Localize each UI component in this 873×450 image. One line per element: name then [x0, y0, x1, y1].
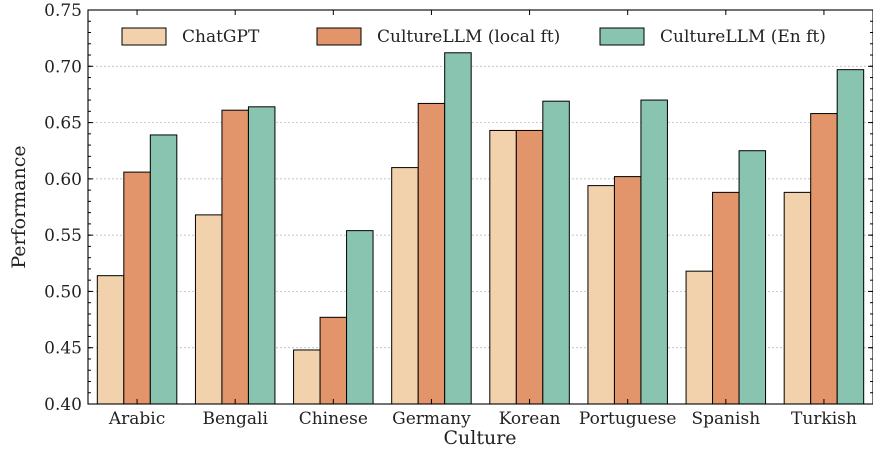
- bar-bengali-series-1: [194, 214, 223, 405]
- bar-portuguese-series-1: [587, 185, 615, 405]
- x-tick-label: Turkish: [791, 409, 857, 429]
- bar-korean-series-3: [542, 100, 570, 405]
- y-tick-labels: 0.40 0.45 0.50 0.55 0.60 0.65 0.70 0.75: [44, 1, 82, 415]
- y-tick-label: 0.60: [44, 170, 82, 190]
- bar-arabic-series-2: [123, 171, 151, 405]
- bar-chinese-series-1: [293, 349, 321, 405]
- legend-label: ChatGPT: [182, 27, 260, 47]
- x-tick-label: Spanish: [691, 409, 760, 429]
- bar-bengali-series-2: [221, 109, 249, 405]
- y-tick-label: 0.75: [44, 1, 82, 21]
- x-tick-labels: Arabic Bengali Chinese Germany Korean Portugu…: [108, 409, 857, 429]
- x-axis-label: Culture: [443, 427, 516, 449]
- x-tick-label: Chinese: [299, 409, 368, 429]
- y-tick-label: 0.50: [44, 282, 82, 302]
- bar-arabic-series-3: [149, 134, 178, 405]
- bar-portuguese-series-2: [613, 176, 642, 405]
- x-tick-label: Korean: [499, 409, 561, 429]
- y-tick-label: 0.65: [44, 114, 82, 134]
- bar-chinese-series-2: [319, 316, 348, 405]
- bar-turkish-series-2: [810, 113, 838, 405]
- y-tick-label: 0.40: [44, 395, 82, 415]
- bar-spanish-series-2: [712, 191, 740, 405]
- bar-germany-series-1: [391, 167, 419, 405]
- bar-turkish-series-1: [783, 191, 812, 405]
- y-tick-label: 0.70: [44, 57, 82, 77]
- y-tick-label: 0.55: [44, 226, 82, 246]
- bar-korean-series-1: [489, 129, 517, 405]
- bar-germany-series-3: [444, 52, 472, 405]
- legend: ChatGPT CultureLLM (local ft) CultureLLM (…: [121, 27, 826, 47]
- legend-swatch: [599, 27, 645, 46]
- x-tick-label: Portuguese: [579, 409, 677, 429]
- x-tick-label: Bengali: [202, 409, 268, 429]
- legend-label: CultureLLM (local ft): [377, 27, 560, 47]
- x-tick-label: Arabic: [108, 409, 165, 429]
- legend-label: CultureLLM (En ft): [660, 27, 826, 47]
- legend-swatch: [121, 27, 167, 46]
- bar-turkish-series-3: [836, 69, 865, 405]
- bar-korean-series-2: [515, 129, 544, 405]
- bar-spanish-series-3: [738, 150, 767, 405]
- x-tick-label: Germany: [392, 409, 471, 429]
- y-axis-label: Performance: [8, 145, 30, 268]
- bar-portuguese-series-3: [640, 99, 668, 405]
- legend-swatch: [316, 27, 362, 46]
- bar-germany-series-2: [417, 102, 446, 405]
- bar-spanish-series-1: [685, 270, 714, 405]
- plot-frame: [87, 9, 873, 405]
- bar-bengali-series-3: [247, 106, 276, 405]
- bar-arabic-series-1: [96, 275, 125, 405]
- y-tick-label: 0.45: [44, 339, 82, 359]
- bar-chinese-series-3: [346, 230, 374, 405]
- grid-lines: [88, 65, 873, 349]
- bars: [96, 52, 865, 405]
